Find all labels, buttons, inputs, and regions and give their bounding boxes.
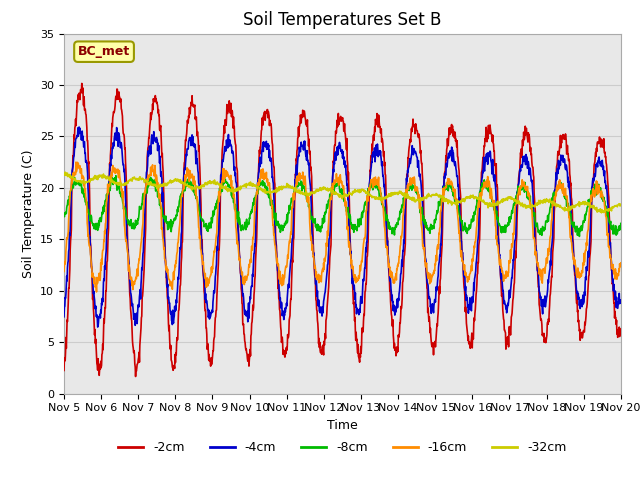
- -16cm: [60, 269, 68, 275]
- -2cm: [172, 352, 179, 358]
- -32cm: [429, 192, 437, 198]
- -4cm: [552, 185, 559, 191]
- -4cm: [172, 308, 179, 314]
- -8cm: [246, 212, 254, 217]
- -16cm: [93, 289, 100, 295]
- -8cm: [171, 215, 179, 221]
- -32cm: [502, 197, 509, 203]
- -32cm: [60, 171, 68, 177]
- Line: -32cm: -32cm: [64, 172, 621, 213]
- -16cm: [429, 269, 437, 275]
- -2cm: [185, 113, 193, 119]
- X-axis label: Time: Time: [327, 419, 358, 432]
- -32cm: [184, 183, 192, 189]
- -4cm: [617, 297, 625, 303]
- -8cm: [575, 234, 583, 240]
- -8cm: [184, 180, 192, 186]
- -2cm: [247, 333, 255, 339]
- Line: -8cm: -8cm: [64, 176, 621, 237]
- -4cm: [94, 324, 102, 330]
- -8cm: [112, 173, 120, 179]
- -2cm: [60, 368, 68, 373]
- -8cm: [617, 221, 625, 227]
- -4cm: [60, 314, 68, 320]
- -8cm: [551, 192, 559, 198]
- -32cm: [171, 178, 179, 183]
- -16cm: [172, 262, 179, 268]
- -2cm: [552, 186, 559, 192]
- -4cm: [502, 303, 510, 309]
- -16cm: [72, 159, 80, 165]
- -32cm: [598, 210, 605, 216]
- -16cm: [247, 260, 255, 265]
- -2cm: [78, 81, 86, 86]
- -16cm: [617, 260, 625, 266]
- -8cm: [429, 223, 437, 228]
- -2cm: [502, 335, 510, 341]
- Line: -2cm: -2cm: [64, 84, 621, 376]
- -16cm: [502, 268, 510, 274]
- -2cm: [617, 331, 625, 336]
- -32cm: [246, 179, 254, 185]
- -4cm: [185, 139, 193, 144]
- -32cm: [61, 169, 69, 175]
- -4cm: [429, 310, 437, 316]
- Title: Soil Temperatures Set B: Soil Temperatures Set B: [243, 11, 442, 29]
- -4cm: [76, 124, 83, 130]
- -2cm: [132, 373, 140, 379]
- -8cm: [502, 225, 509, 230]
- Y-axis label: Soil Temperature (C): Soil Temperature (C): [22, 149, 35, 278]
- -16cm: [185, 169, 193, 175]
- Line: -4cm: -4cm: [64, 127, 621, 327]
- Legend: -2cm, -4cm, -8cm, -16cm, -32cm: -2cm, -4cm, -8cm, -16cm, -32cm: [113, 436, 572, 459]
- -16cm: [552, 194, 559, 200]
- -32cm: [617, 202, 625, 208]
- -8cm: [60, 211, 68, 216]
- Line: -16cm: -16cm: [64, 162, 621, 292]
- Text: BC_met: BC_met: [78, 45, 130, 58]
- -2cm: [429, 352, 437, 358]
- -32cm: [551, 203, 559, 208]
- -4cm: [247, 288, 255, 293]
